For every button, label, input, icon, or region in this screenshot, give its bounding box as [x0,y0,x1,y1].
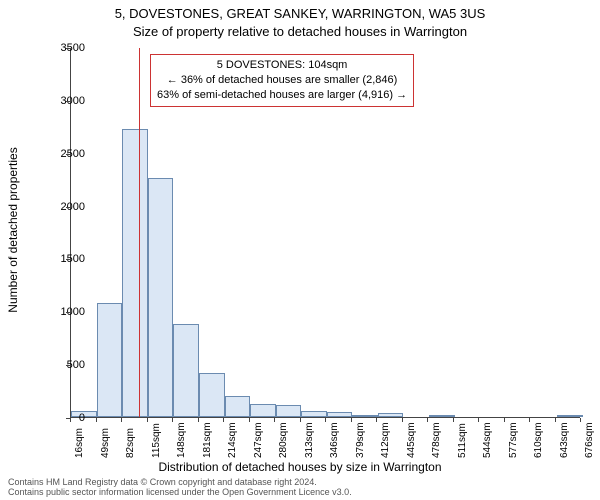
footer-line2: Contains public sector information licen… [8,488,352,498]
x-tick-label: 346sqm [329,422,340,458]
x-axis-label: Distribution of detached houses by size … [0,460,600,474]
x-tick-mark [274,418,275,422]
y-tick-mark [66,101,70,102]
x-tick-label: 82sqm [125,428,136,458]
histogram-bar [276,405,302,417]
x-tick-label: 379sqm [355,422,366,458]
x-tick-label: 148sqm [176,422,187,458]
x-tick-label: 214sqm [227,422,238,458]
x-tick-label: 544sqm [482,422,493,458]
histogram-bar [557,415,583,417]
x-tick-mark [504,418,505,422]
histogram-bar [327,412,353,417]
annotation-line1: 5 DOVESTONES: 104sqm [157,58,407,73]
x-tick-label: 577sqm [508,422,519,458]
histogram-bar [429,415,455,417]
y-tick-mark [66,365,70,366]
x-tick-mark [580,418,581,422]
histogram-bar [148,178,174,417]
y-tick-mark [66,207,70,208]
attribution-footer: Contains HM Land Registry data © Crown c… [8,478,352,498]
reference-line [139,48,141,417]
y-tick-label: 3000 [45,95,85,107]
histogram-bar [225,396,251,417]
x-tick-label: 115sqm [151,423,162,458]
x-tick-mark [147,418,148,422]
y-tick-label: 2000 [45,201,85,213]
y-tick-mark [66,48,70,49]
y-tick-mark [66,154,70,155]
x-tick-label: 478sqm [431,422,442,458]
x-tick-label: 49sqm [100,428,111,458]
x-tick-mark [121,418,122,422]
x-tick-label: 643sqm [559,422,570,458]
x-tick-label: 445sqm [406,422,417,458]
x-tick-mark [223,418,224,422]
x-tick-mark [172,418,173,422]
x-tick-mark [96,418,97,422]
chart-title-sub: Size of property relative to detached ho… [0,24,600,39]
x-tick-mark [198,418,199,422]
histogram-bar [199,373,225,417]
x-tick-mark [529,418,530,422]
histogram-bar [352,415,378,417]
x-tick-mark [427,418,428,422]
x-tick-mark [555,418,556,422]
x-tick-mark [249,418,250,422]
y-tick-label: 1000 [45,306,85,318]
histogram-bar [250,404,276,417]
y-tick-label: 500 [45,359,85,371]
y-tick-mark [66,259,70,260]
x-tick-mark [376,418,377,422]
x-tick-label: 511sqm [457,423,468,458]
x-tick-mark [70,418,71,422]
x-tick-mark [325,418,326,422]
y-axis-label: Number of detached properties [6,147,20,312]
x-tick-label: 412sqm [380,422,391,458]
histogram-bar [301,411,327,417]
x-tick-label: 313sqm [304,422,315,458]
x-tick-label: 280sqm [278,422,289,458]
y-tick-label: 0 [45,412,85,424]
annotation-line3: 63% of semi-detached houses are larger (… [157,88,407,103]
x-tick-label: 676sqm [584,422,595,458]
histogram-bar [122,129,148,417]
chart-title-main: 5, DOVESTONES, GREAT SANKEY, WARRINGTON,… [0,6,600,21]
x-tick-label: 181sqm [202,422,213,458]
reference-annotation: 5 DOVESTONES: 104sqm ← 36% of detached h… [150,54,414,107]
y-tick-label: 1500 [45,253,85,265]
x-tick-mark [351,418,352,422]
y-tick-label: 3500 [45,42,85,54]
histogram-bar [378,413,404,417]
x-tick-label: 247sqm [253,422,264,458]
y-tick-label: 2500 [45,148,85,160]
x-tick-mark [402,418,403,422]
x-tick-mark [453,418,454,422]
x-tick-mark [478,418,479,422]
x-tick-mark [300,418,301,422]
x-tick-label: 610sqm [533,422,544,458]
histogram-bar [97,303,123,417]
annotation-line2: ← 36% of detached houses are smaller (2,… [157,73,407,88]
y-tick-mark [66,312,70,313]
x-tick-label: 16sqm [74,428,85,458]
histogram-bar [173,324,199,417]
